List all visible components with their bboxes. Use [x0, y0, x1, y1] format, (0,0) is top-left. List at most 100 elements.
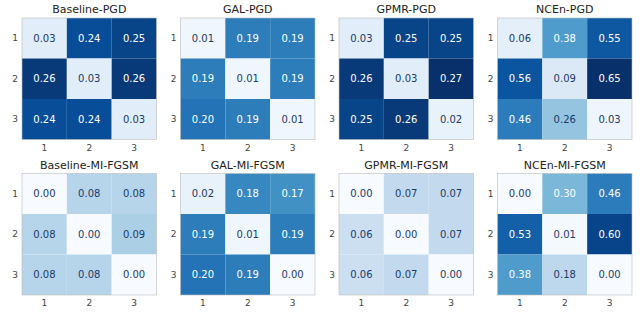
cell-label: 0.09: [123, 229, 145, 240]
cell-label: 0.20: [192, 114, 214, 125]
heatmap-cell: [181, 174, 226, 215]
x-tick-label: 1: [200, 143, 206, 153]
x-tick-label: 1: [517, 143, 523, 153]
x-tick-label: 3: [448, 298, 454, 308]
cell-label: 0.24: [33, 114, 55, 125]
cell-label: 0.19: [281, 229, 303, 240]
cell-label: 0.25: [123, 33, 145, 44]
x-tick-label: 3: [290, 143, 296, 153]
heatmap-cell: [339, 255, 384, 296]
heatmap-cell: [67, 18, 112, 59]
cell-label: 0.26: [33, 73, 55, 84]
cell-label: 0.00: [509, 188, 531, 199]
cell-label: 0.00: [395, 229, 417, 240]
heatmap-cell: [429, 59, 474, 100]
y-tick-label: 3: [329, 270, 335, 280]
panel-title: GPMR-MI-FGSM: [364, 159, 448, 172]
heatmap-panel: Baseline-PGD0.030.240.250.260.030.260.24…: [12, 3, 156, 153]
x-tick-label: 2: [86, 298, 92, 308]
heatmap-cell: [22, 99, 67, 140]
heatmap-cell: [429, 174, 474, 215]
cell-label: 0.25: [350, 114, 372, 125]
panel-frame: [181, 18, 316, 140]
heatmap-cell: [498, 18, 543, 59]
heatmap-cell: [112, 18, 157, 59]
heatmap-cell: [270, 59, 315, 100]
cell-labels: 0.010.190.190.190.010.190.200.190.01: [192, 33, 304, 125]
heatmap-cell: [181, 99, 226, 140]
heatmap-panel: GPMR-MI-FGSM0.000.070.070.060.000.070.06…: [329, 159, 473, 309]
panel-title: NCEn-PGD: [536, 3, 593, 16]
cell-label: 0.56: [509, 73, 531, 84]
y-tick-label: 3: [329, 114, 335, 124]
cell-label: 0.03: [33, 33, 55, 44]
heatmap-cell: [384, 174, 429, 215]
cell-label: 0.38: [509, 269, 531, 280]
cell-labels: 0.060.380.550.560.090.650.460.260.03: [509, 33, 621, 125]
cell-label: 0.20: [192, 269, 214, 280]
cell-label: 0.26: [350, 73, 372, 84]
cell-label: 0.38: [554, 33, 576, 44]
cell-label: 0.60: [598, 229, 620, 240]
cell-label: 0.01: [281, 114, 303, 125]
x-tick-label: 2: [86, 143, 92, 153]
cell-label: 0.19: [237, 33, 259, 44]
cell-label: 0.00: [440, 269, 462, 280]
heatmap-cell: [587, 18, 632, 59]
heatmap-cell: [339, 18, 384, 59]
heatmap-cell: [225, 214, 270, 255]
heatmap-cell: [225, 18, 270, 59]
heatmap-cell: [429, 255, 474, 296]
cell-label: 0.25: [395, 33, 417, 44]
panel-frame: [339, 174, 474, 296]
heatmap-panel: Baseline-MI-FGSM0.000.080.080.080.000.09…: [12, 159, 156, 309]
heatmap-cell: [542, 174, 587, 215]
cell-label: 0.09: [554, 73, 576, 84]
heatmap-cell: [429, 214, 474, 255]
x-tick-label: 1: [517, 298, 523, 308]
x-tick-label: 2: [403, 298, 409, 308]
heatmap-cell: [22, 59, 67, 100]
cell-label: 0.26: [395, 114, 417, 125]
x-tick-label: 3: [607, 298, 613, 308]
figure: Baseline-PGD0.030.240.250.260.030.260.24…: [0, 0, 640, 313]
heatmap-cell: [587, 255, 632, 296]
cell-label: 0.06: [350, 229, 372, 240]
y-tick-label: 1: [329, 33, 335, 43]
cell-label: 0.01: [192, 33, 214, 44]
heatmap-cell: [22, 18, 67, 59]
heatmap-cell: [67, 99, 112, 140]
heatmap-cell: [112, 255, 157, 296]
heatmap-panel: GAL-PGD0.010.190.190.190.010.190.200.190…: [171, 3, 315, 153]
x-tick-label: 1: [359, 143, 365, 153]
heatmap-cell: [339, 99, 384, 140]
x-tick-label: 1: [200, 298, 206, 308]
y-tick-label: 3: [488, 270, 494, 280]
heatmap-cell: [181, 59, 226, 100]
y-tick-label: 1: [12, 33, 18, 43]
cell-label: 0.00: [33, 188, 55, 199]
x-tick-label: 2: [403, 143, 409, 153]
y-tick-label: 2: [488, 229, 494, 239]
y-tick-label: 1: [171, 33, 177, 43]
heatmap-cell: [587, 99, 632, 140]
heatmap-cell: [542, 214, 587, 255]
x-tick-label: 2: [562, 143, 568, 153]
heatmap-cell: [542, 18, 587, 59]
cell-labels: 0.000.080.080.080.000.090.080.080.00: [33, 188, 145, 280]
heatmap-cell: [384, 18, 429, 59]
heatmap-cell: [498, 214, 543, 255]
heatmap-cell: [112, 174, 157, 215]
y-tick-label: 1: [488, 33, 494, 43]
cell-label: 0.19: [281, 73, 303, 84]
panel-frame: [181, 174, 316, 296]
cell-label: 0.01: [237, 73, 259, 84]
cell-label: 0.01: [237, 229, 259, 240]
y-tick-label: 2: [171, 229, 177, 239]
x-tick-label: 3: [607, 143, 613, 153]
cell-label: 0.02: [192, 188, 214, 199]
cell-label: 0.18: [237, 188, 259, 199]
x-tick-label: 2: [562, 298, 568, 308]
y-tick-label: 2: [488, 74, 494, 84]
cell-label: 0.07: [440, 188, 462, 199]
